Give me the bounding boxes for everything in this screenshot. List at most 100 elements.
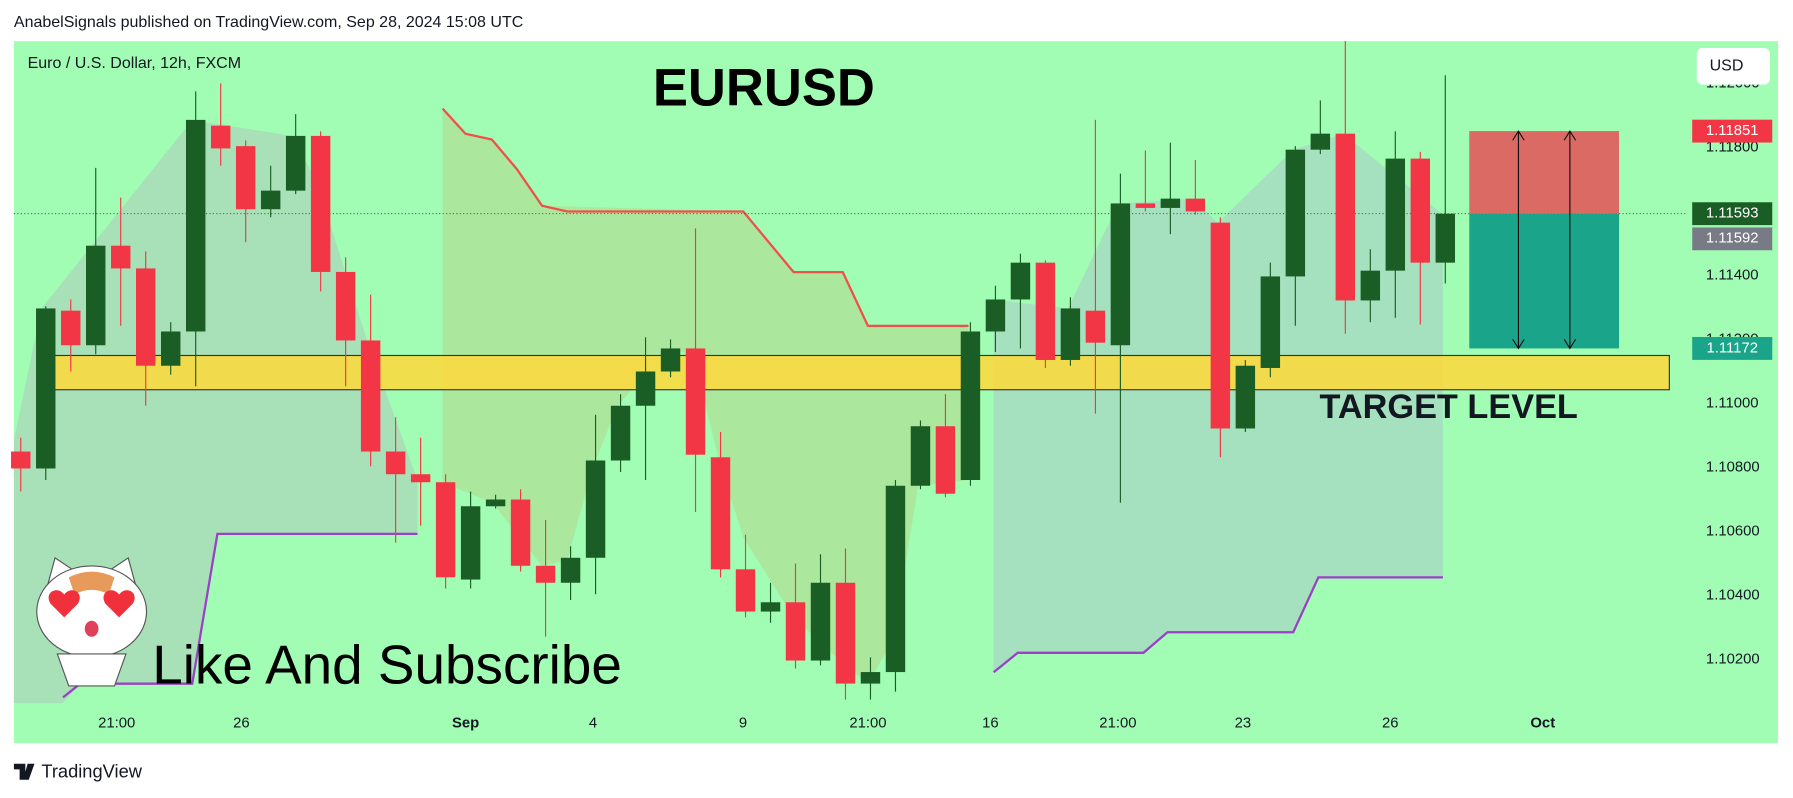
price-label-bg: [1692, 202, 1773, 226]
price-label: 1.11851: [1706, 123, 1759, 139]
candle-body: [1035, 262, 1056, 360]
y-tick-label: 1.10600: [1706, 523, 1760, 539]
candle-body: [535, 565, 556, 583]
cat-patch: [68, 571, 115, 595]
candle-body: [810, 582, 831, 661]
x-tick-label: 21:00: [1099, 716, 1136, 732]
target-zone: [1469, 213, 1620, 349]
y-tick-label: 1.11000: [1706, 395, 1759, 411]
candle-body: [735, 569, 756, 612]
candle-body: [36, 308, 56, 469]
candle-body: [1410, 158, 1431, 263]
mascot: [36, 556, 148, 687]
y-tick-label: 1.10800: [1706, 459, 1760, 475]
x-tick-label: Sep: [452, 716, 479, 732]
candle-body: [485, 499, 506, 507]
stop-zone: [1469, 131, 1620, 214]
position-tool: [1469, 130, 1620, 350]
arrow-head: [1512, 130, 1525, 350]
candle-body: [1285, 149, 1306, 277]
candle-body: [910, 426, 931, 486]
candle-body: [385, 451, 406, 475]
candle-body: [835, 582, 856, 684]
candle-body: [685, 348, 706, 455]
candle-body: [1060, 308, 1081, 360]
candle-body: [86, 245, 106, 346]
candle-body: [935, 426, 956, 494]
candle-body: [635, 371, 656, 406]
candle-body: [860, 672, 881, 684]
x-tick-label: 23: [1235, 716, 1252, 732]
candle-body: [985, 299, 1006, 332]
x-tick-label: 26: [233, 716, 250, 732]
annotation: Like And Subscribe: [152, 633, 622, 695]
y-tick-label: 1.11800: [1706, 139, 1759, 155]
candle-body: [585, 460, 606, 558]
candle-body: [210, 125, 231, 149]
tv-logo: [13, 763, 35, 780]
candle-body: [61, 310, 81, 346]
x-axis: 21:00 26 Sep 4 9 21:00 16 21:00 23 26 Oct: [98, 716, 1555, 732]
candle-body: [11, 451, 31, 469]
currency-button[interactable]: [1696, 48, 1770, 85]
target-zone-box: [51, 354, 1670, 391]
x-tick-label: 26: [1382, 716, 1399, 732]
lower-band: [992, 576, 1443, 674]
target-zone: TARGET LEVEL: [51, 354, 1670, 426]
candle-body: [310, 135, 331, 272]
cat-paws: [56, 653, 127, 687]
target-zone-label: TARGET LEVEL: [1320, 388, 1578, 426]
price-label-bg: [1692, 337, 1773, 360]
candle-body: [1360, 270, 1381, 301]
chart-title: EURUSD: [653, 58, 875, 117]
candle-body: [1010, 262, 1031, 300]
heart-eyes: [48, 590, 135, 618]
candle-body: [1385, 158, 1406, 271]
candle-body: [785, 602, 806, 661]
y-axis: 1.102001.104001.106001.108001.110001.112…: [13, 75, 1773, 667]
y-tick-label: 1.10200: [1706, 651, 1760, 667]
y-tick-label: 1.10400: [1706, 587, 1760, 603]
candle-body: [960, 331, 981, 481]
candle-body: [1185, 198, 1206, 212]
candle-body: [1260, 276, 1281, 368]
price-label: 1.11592: [1706, 231, 1759, 247]
candle-body: [185, 119, 206, 332]
x-tick-label: 16: [982, 716, 999, 732]
x-tick-label: 21:00: [849, 716, 886, 732]
arrow-head: [1563, 130, 1577, 350]
middle-cloud: [442, 108, 969, 684]
currency: USD: [1710, 58, 1744, 75]
x-tick-label: 21:00: [98, 716, 135, 732]
candle-body: [1135, 203, 1156, 208]
footer-brand: TradingView: [41, 761, 142, 782]
x-tick-label: 9: [739, 716, 747, 732]
candle-body: [435, 482, 456, 578]
candle-body: [760, 602, 781, 612]
candle-body: [1110, 203, 1131, 346]
cat-mouth: [84, 620, 99, 637]
candle-body: [111, 245, 131, 269]
candle-body: [160, 331, 181, 366]
x-tick-label: 4: [589, 716, 597, 732]
upper-band: [441, 107, 969, 327]
publish-header: AnabelSignals published on TradingView.c…: [14, 14, 523, 31]
candle-body: [1085, 310, 1106, 343]
candle-body: [335, 271, 356, 341]
candle-body: [510, 499, 531, 566]
candle-body: [1210, 222, 1231, 429]
candle-body: [360, 340, 381, 452]
candle-body: [710, 457, 731, 570]
candle-body: [460, 506, 481, 580]
x-tick-label: Oct: [1530, 716, 1555, 732]
candle-body: [135, 268, 156, 366]
price-label-bg: [1692, 119, 1773, 143]
price-label: 1.11593: [1706, 206, 1759, 222]
candle-body: [235, 146, 256, 210]
symbol-info: Euro / U.S. Dollar, 12h, FXCM: [28, 55, 241, 72]
candle-body: [1310, 133, 1331, 150]
candle-body: [660, 348, 681, 372]
price-label: 1.11172: [1706, 340, 1758, 356]
